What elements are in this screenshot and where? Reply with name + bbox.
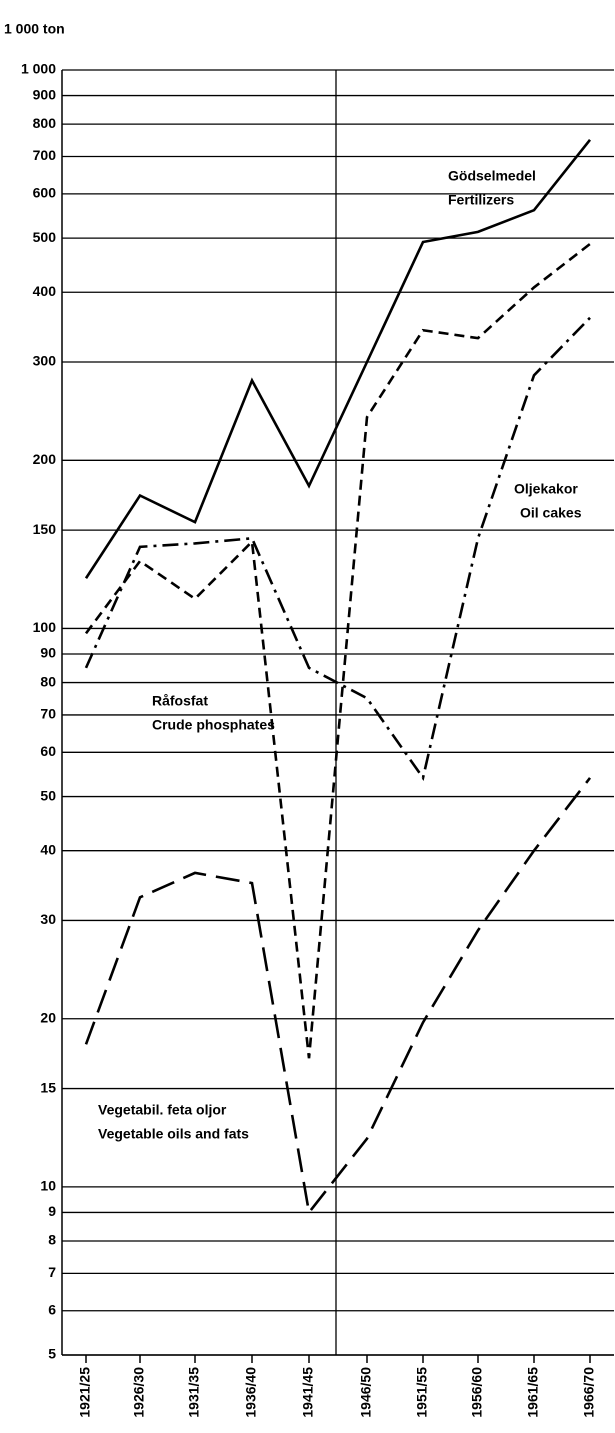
series-line [84,316,591,782]
series-line [84,138,592,579]
series-label-sv: Råfosfat [152,693,208,709]
y-tick-label: 7 [48,1264,56,1280]
y-tick-label: 200 [33,451,57,467]
series-label-sv: Gödselmedel [448,168,536,184]
y-tick-label: 300 [33,353,57,369]
y-tick-label: 800 [33,115,57,131]
y-tick-label: 8 [48,1232,56,1248]
x-tick-label: 1966/70 [581,1367,597,1418]
y-axis-label: 1 000 ton [4,21,65,37]
series-label: Oil cakes [520,505,582,521]
x-tick-label: 1961/65 [525,1367,541,1418]
x-tick-label: 1946/50 [358,1367,374,1418]
series-label: Fertilizers [448,192,514,208]
y-tick-label: 60 [40,743,56,759]
y-tick-label: 40 [40,841,56,857]
y-tick-label: 100 [33,619,57,635]
x-tick-label: 1936/40 [243,1367,259,1418]
y-tick-label: 500 [33,229,57,245]
x-tick-label: 1956/60 [469,1367,485,1418]
y-tick-label: 15 [40,1079,56,1095]
series-line [84,777,592,1216]
y-tick-label: 70 [40,706,56,722]
y-tick-label: 9 [48,1203,56,1219]
y-tick-label: 700 [33,147,57,163]
y-tick-label: 150 [33,521,57,537]
x-tick-label: 1951/55 [414,1367,430,1418]
y-tick-label: 1 000 [21,61,56,77]
x-tick-label: 1921/25 [77,1367,93,1418]
x-tick-label: 1941/45 [300,1367,316,1418]
series-label: Crude phosphates [152,717,275,733]
y-tick-label: 80 [40,673,56,689]
y-tick-label: 5 [48,1346,56,1362]
series-label-sv: Oljekakor [514,481,578,497]
y-tick-label: 600 [33,185,57,201]
y-tick-label: 20 [40,1009,56,1025]
y-tick-label: 10 [40,1178,56,1194]
y-tick-label: 900 [33,86,57,102]
y-tick-label: 90 [40,645,56,661]
x-tick-label: 1931/35 [186,1367,202,1418]
series-label: Vegetable oils and fats [98,1126,249,1142]
y-tick-label: 30 [40,911,56,927]
x-tick-label: 1926/30 [131,1367,147,1418]
series-line [84,242,591,1059]
series-label-sv: Vegetabil. feta oljor [98,1102,227,1118]
y-tick-label: 50 [40,787,56,803]
y-tick-label: 400 [33,283,57,299]
y-tick-label: 6 [48,1301,56,1317]
